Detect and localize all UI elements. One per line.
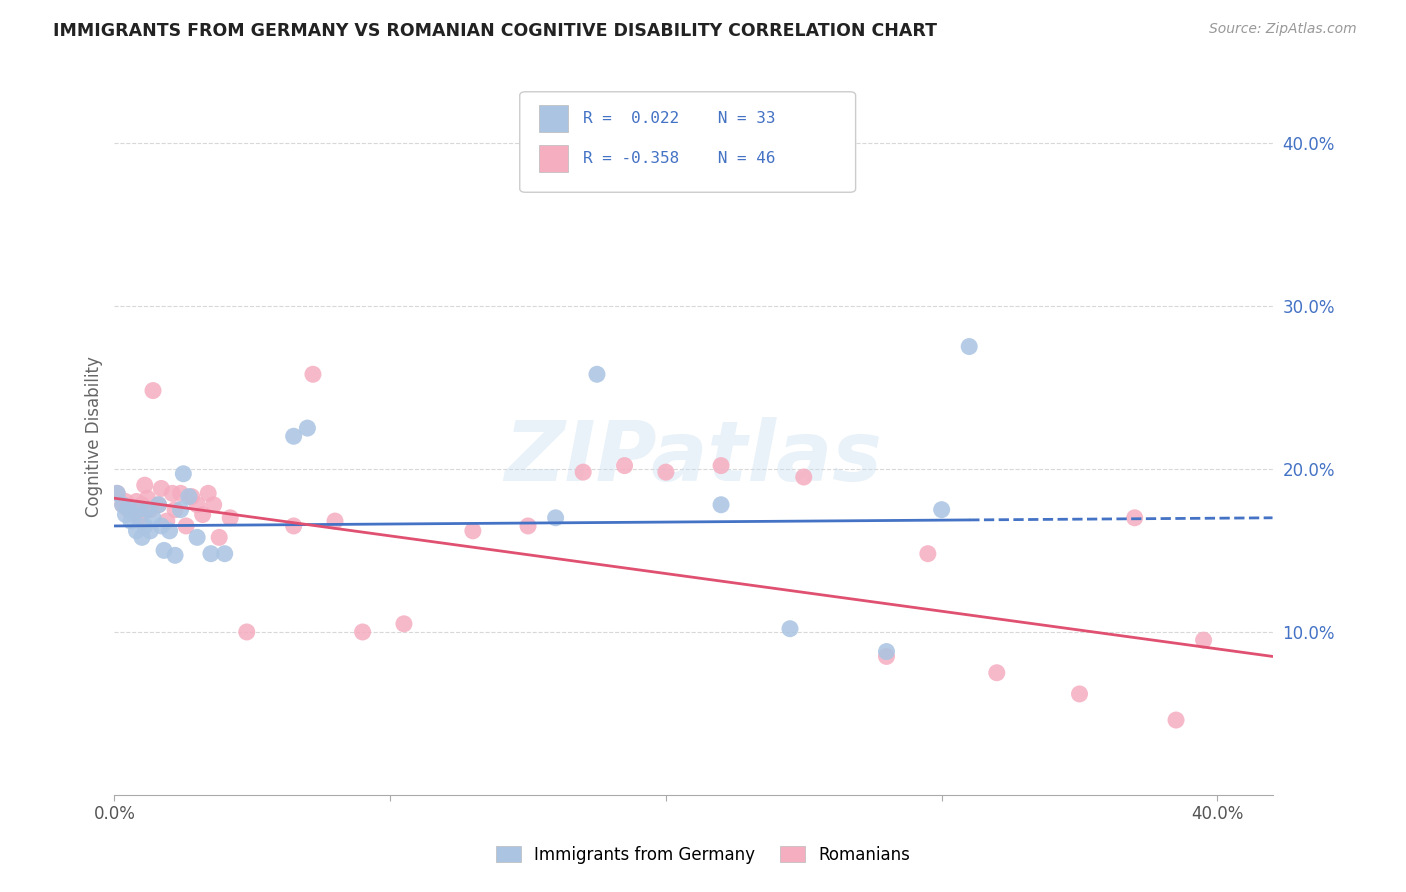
Point (105, 486, 128, 500)
Point (131, 498, 153, 512)
Y-axis label: Cognitive Disability: Cognitive Disability (86, 356, 103, 516)
Point (122, 508, 145, 522)
Point (323, 514, 346, 528)
Point (1164, 713, 1187, 727)
Point (134, 478, 156, 492)
Point (142, 510, 165, 524)
Point (710, 498, 733, 512)
Point (1123, 510, 1146, 524)
Point (165, 502, 187, 516)
Point (517, 519, 540, 533)
FancyBboxPatch shape (520, 92, 856, 193)
Point (214, 547, 236, 561)
Point (461, 524, 484, 538)
Point (122, 502, 145, 516)
Point (202, 498, 225, 512)
Point (148, 498, 170, 512)
Point (148, 498, 170, 512)
Point (197, 486, 219, 500)
Point (191, 508, 214, 522)
Point (128, 510, 150, 524)
Point (111, 498, 134, 512)
Point (180, 490, 202, 504)
Legend: Immigrants from Germany, Romanians: Immigrants from Germany, Romanians (489, 839, 917, 871)
Point (128, 502, 150, 516)
Point (134, 519, 156, 533)
Point (162, 486, 184, 500)
Point (876, 644, 898, 658)
Text: ZIPatlas: ZIPatlas (505, 417, 883, 499)
Point (219, 510, 242, 524)
Point (139, 524, 162, 538)
Point (613, 458, 636, 473)
Point (297, 421, 319, 435)
Point (655, 465, 678, 479)
Point (117, 501, 139, 516)
Point (153, 543, 176, 558)
Point (111, 498, 134, 512)
Point (142, 384, 165, 398)
Point (586, 368, 609, 382)
Point (125, 494, 148, 508)
Text: IMMIGRANTS FROM GERMANY VS ROMANIAN COGNITIVE DISABILITY CORRELATION CHART: IMMIGRANTS FROM GERMANY VS ROMANIAN COGN… (53, 22, 938, 40)
Point (120, 514, 142, 528)
Point (1069, 687, 1091, 701)
Point (169, 486, 191, 500)
Point (572, 465, 595, 479)
Point (793, 470, 815, 484)
Point (186, 498, 208, 512)
Point (1192, 633, 1215, 648)
Point (544, 510, 567, 524)
Point (200, 547, 222, 561)
Point (352, 624, 374, 639)
Point (779, 622, 801, 636)
Point (169, 502, 191, 516)
Text: R = -0.358    N = 46: R = -0.358 N = 46 (583, 151, 776, 166)
Point (931, 502, 953, 516)
Point (174, 519, 197, 533)
Point (392, 616, 415, 631)
Point (136, 502, 159, 516)
Point (114, 508, 136, 522)
Point (105, 486, 128, 500)
Point (150, 519, 173, 533)
Text: Source: ZipAtlas.com: Source: ZipAtlas.com (1209, 22, 1357, 37)
Point (302, 368, 325, 382)
Point (159, 524, 181, 538)
Text: R =  0.022    N = 33: R = 0.022 N = 33 (583, 111, 776, 126)
Point (283, 519, 305, 533)
Point (131, 530, 153, 544)
Point (150, 482, 173, 496)
Point (136, 491, 159, 506)
Point (208, 530, 231, 544)
Point (114, 494, 136, 508)
Point (117, 502, 139, 516)
Point (186, 530, 208, 544)
FancyBboxPatch shape (540, 145, 568, 172)
Point (283, 429, 305, 443)
Point (172, 467, 194, 481)
Point (156, 514, 179, 528)
FancyBboxPatch shape (540, 104, 568, 132)
Point (165, 549, 187, 563)
Point (177, 490, 200, 504)
Point (139, 502, 162, 516)
Point (957, 340, 980, 354)
Point (986, 665, 1008, 680)
Point (917, 547, 939, 561)
Point (125, 524, 148, 538)
Point (236, 624, 259, 639)
Point (710, 458, 733, 473)
Point (876, 649, 898, 664)
